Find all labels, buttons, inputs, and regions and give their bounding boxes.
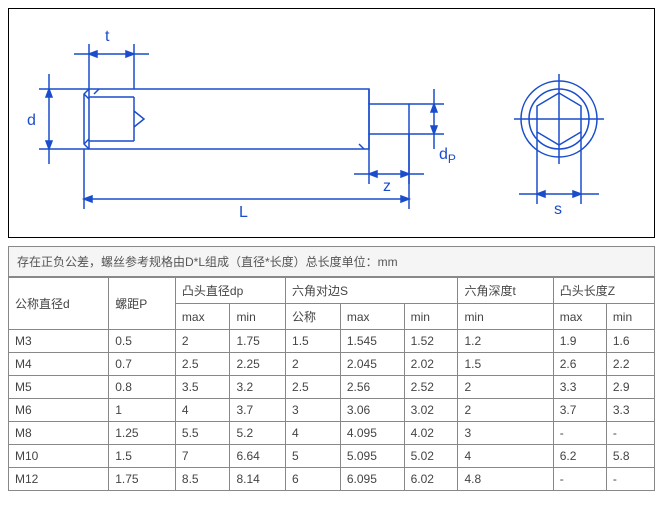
col-S: 六角对边S bbox=[286, 278, 458, 304]
col-Z: 凸头长度Z bbox=[553, 278, 654, 304]
cell-S_max: 5.095 bbox=[340, 445, 404, 468]
cell-P: 0.8 bbox=[109, 376, 176, 399]
cell-d: M3 bbox=[9, 330, 109, 353]
cell-dp_min: 2.25 bbox=[230, 353, 286, 376]
cell-d: M10 bbox=[9, 445, 109, 468]
cell-Z_min: 2.2 bbox=[606, 353, 654, 376]
col-d: 公称直径d bbox=[9, 278, 109, 330]
table-row: M30.521.751.51.5451.521.21.91.6 bbox=[9, 330, 655, 353]
cell-P: 0.5 bbox=[109, 330, 176, 353]
cell-P: 1.5 bbox=[109, 445, 176, 468]
cell-dp_max: 7 bbox=[175, 445, 230, 468]
table-row: M50.83.53.22.52.562.5223.32.9 bbox=[9, 376, 655, 399]
table-row: M40.72.52.2522.0452.021.52.62.2 bbox=[9, 353, 655, 376]
cell-dp_max: 5.5 bbox=[175, 422, 230, 445]
label-t: t bbox=[105, 28, 110, 45]
cell-Z_min: 1.6 bbox=[606, 330, 654, 353]
diagram-container: t d L z dP s bbox=[8, 8, 655, 238]
cell-d: M12 bbox=[9, 468, 109, 491]
cell-S_max: 4.095 bbox=[340, 422, 404, 445]
cell-dp_min: 1.75 bbox=[230, 330, 286, 353]
cell-t_min: 3 bbox=[458, 422, 553, 445]
cell-dp_min: 8.14 bbox=[230, 468, 286, 491]
cell-t_min: 1.2 bbox=[458, 330, 553, 353]
cell-S_min: 2.02 bbox=[404, 353, 458, 376]
label-d: d bbox=[27, 112, 36, 129]
cell-S_min: 3.02 bbox=[404, 399, 458, 422]
col-P: 螺距P bbox=[109, 278, 176, 330]
cell-S_nom: 5 bbox=[286, 445, 341, 468]
cell-S_max: 2.045 bbox=[340, 353, 404, 376]
screw-diagram: t d L z dP s bbox=[19, 19, 639, 229]
note-text: 存在正负公差，螺丝参考规格由D*L组成（直径*长度）总长度单位：mm bbox=[8, 246, 655, 277]
cell-t_min: 4 bbox=[458, 445, 553, 468]
cell-d: M5 bbox=[9, 376, 109, 399]
cell-Z_min: 3.3 bbox=[606, 399, 654, 422]
cell-Z_min: 5.8 bbox=[606, 445, 654, 468]
cell-Z_max: 6.2 bbox=[553, 445, 606, 468]
cell-S_max: 2.56 bbox=[340, 376, 404, 399]
cell-P: 1.75 bbox=[109, 468, 176, 491]
cell-t_min: 2 bbox=[458, 376, 553, 399]
cell-d: M4 bbox=[9, 353, 109, 376]
cell-Z_max: 3.3 bbox=[553, 376, 606, 399]
cell-t_min: 1.5 bbox=[458, 353, 553, 376]
label-s: s bbox=[554, 201, 562, 218]
cell-t_min: 2 bbox=[458, 399, 553, 422]
cell-Z_max: - bbox=[553, 468, 606, 491]
spec-table: 公称直径d 螺距P 凸头直径dp 六角对边S 六角深度t 凸头长度Z max m… bbox=[8, 277, 655, 491]
col-dp: 凸头直径dp bbox=[175, 278, 285, 304]
cell-S_min: 5.02 bbox=[404, 445, 458, 468]
cell-Z_max: 3.7 bbox=[553, 399, 606, 422]
cell-P: 0.7 bbox=[109, 353, 176, 376]
cell-dp_min: 6.64 bbox=[230, 445, 286, 468]
cell-dp_min: 3.7 bbox=[230, 399, 286, 422]
cell-t_min: 4.8 bbox=[458, 468, 553, 491]
cell-Z_max: 1.9 bbox=[553, 330, 606, 353]
cell-S_nom: 1.5 bbox=[286, 330, 341, 353]
col-t: 六角深度t bbox=[458, 278, 553, 304]
cell-S_max: 1.545 bbox=[340, 330, 404, 353]
cell-dp_max: 3.5 bbox=[175, 376, 230, 399]
cell-Z_max: 2.6 bbox=[553, 353, 606, 376]
cell-S_max: 6.095 bbox=[340, 468, 404, 491]
cell-d: M6 bbox=[9, 399, 109, 422]
cell-d: M8 bbox=[9, 422, 109, 445]
cell-Z_min: - bbox=[606, 468, 654, 491]
cell-dp_min: 3.2 bbox=[230, 376, 286, 399]
cell-S_min: 4.02 bbox=[404, 422, 458, 445]
table-row: M101.576.6455.0955.0246.25.8 bbox=[9, 445, 655, 468]
cell-Z_min: - bbox=[606, 422, 654, 445]
cell-S_min: 2.52 bbox=[404, 376, 458, 399]
cell-dp_max: 2 bbox=[175, 330, 230, 353]
table-row: M121.758.58.1466.0956.024.8-- bbox=[9, 468, 655, 491]
cell-dp_min: 5.2 bbox=[230, 422, 286, 445]
cell-S_nom: 6 bbox=[286, 468, 341, 491]
cell-Z_max: - bbox=[553, 422, 606, 445]
cell-dp_max: 4 bbox=[175, 399, 230, 422]
cell-S_max: 3.06 bbox=[340, 399, 404, 422]
cell-Z_min: 2.9 bbox=[606, 376, 654, 399]
cell-S_nom: 3 bbox=[286, 399, 341, 422]
cell-S_nom: 4 bbox=[286, 422, 341, 445]
label-z: z bbox=[383, 178, 391, 195]
table-row: M81.255.55.244.0954.023-- bbox=[9, 422, 655, 445]
cell-dp_max: 8.5 bbox=[175, 468, 230, 491]
label-L: L bbox=[239, 204, 248, 221]
cell-S_nom: 2 bbox=[286, 353, 341, 376]
label-dp: dP bbox=[439, 146, 456, 166]
cell-P: 1 bbox=[109, 399, 176, 422]
cell-S_min: 6.02 bbox=[404, 468, 458, 491]
table-row: M6143.733.063.0223.73.3 bbox=[9, 399, 655, 422]
cell-S_min: 1.52 bbox=[404, 330, 458, 353]
cell-S_nom: 2.5 bbox=[286, 376, 341, 399]
cell-P: 1.25 bbox=[109, 422, 176, 445]
cell-dp_max: 2.5 bbox=[175, 353, 230, 376]
